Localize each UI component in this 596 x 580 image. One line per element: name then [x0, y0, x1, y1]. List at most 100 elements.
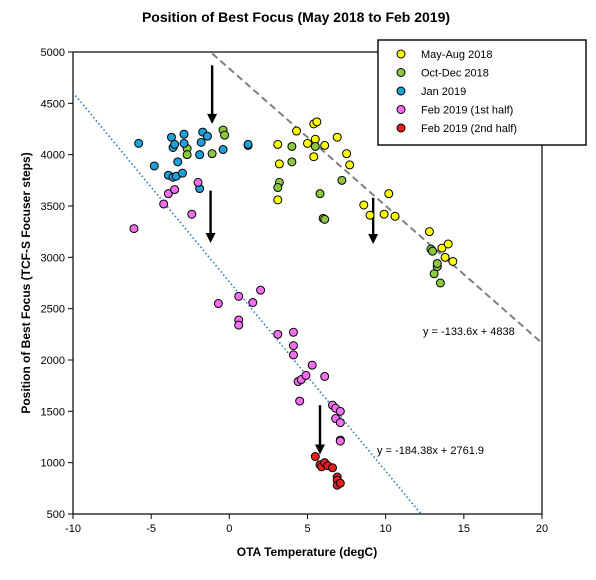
x-tick-label: 10 — [380, 523, 392, 535]
y-tick-label: 4500 — [41, 98, 65, 110]
legend-marker — [396, 49, 406, 59]
data-point — [218, 145, 228, 155]
series-feb-2019-2nd-half — [310, 452, 345, 490]
data-point — [288, 327, 298, 337]
data-point — [428, 246, 438, 256]
data-point — [256, 285, 266, 295]
data-point — [335, 418, 345, 428]
legend-box — [377, 39, 587, 146]
x-tick-label: 20 — [536, 523, 548, 535]
data-point — [315, 189, 325, 199]
arrow-head — [315, 444, 326, 455]
data-point — [273, 183, 283, 193]
data-point — [437, 243, 447, 253]
data-point — [273, 195, 283, 205]
y-tick-label: 4000 — [41, 150, 65, 162]
data-point — [177, 168, 187, 178]
data-point — [248, 298, 258, 308]
data-point — [295, 396, 305, 406]
series-may-aug-2018 — [273, 117, 458, 266]
data-point — [129, 224, 139, 234]
y-tick-label: 2500 — [41, 304, 65, 316]
legend-label: Feb 2019 (1st half) — [421, 105, 513, 117]
data-point — [335, 478, 345, 488]
data-point — [243, 139, 253, 149]
data-point — [440, 252, 450, 262]
series-oct-dec-2018 — [182, 125, 445, 288]
trendline-1 — [211, 52, 542, 344]
series-feb-2019-1st-half — [129, 177, 345, 446]
legend-label: Jan 2019 — [421, 86, 466, 98]
series-jan-2019 — [134, 127, 253, 194]
chart-title: Position of Best Focus (May 2018 to Feb … — [142, 9, 450, 25]
data-point — [274, 159, 284, 169]
legend-marker — [396, 105, 406, 114]
x-tick-label: 0 — [226, 523, 232, 535]
data-point — [207, 149, 217, 159]
data-point — [310, 452, 320, 462]
data-point — [163, 189, 173, 199]
y-tick-label: 5000 — [41, 47, 65, 59]
data-point — [202, 131, 212, 141]
data-point — [179, 129, 189, 139]
data-point — [432, 258, 442, 268]
data-points — [129, 117, 458, 490]
legend-marker — [396, 123, 406, 133]
data-point — [149, 161, 159, 171]
y-tick-label: 2000 — [41, 355, 65, 367]
legend: May-Aug 2018 Oct-Dec 2018 Jan 2019 Feb 2019… — [377, 39, 587, 146]
legend-item-oct-dec-2018: Oct-Dec 2018 — [396, 68, 489, 80]
data-point — [170, 185, 180, 195]
data-point — [359, 200, 369, 210]
trendline-labels: y = -133.6x + 4838 y = -184.38x + 2761.9 — [377, 326, 515, 457]
data-point — [234, 291, 244, 301]
data-point — [335, 436, 345, 446]
data-point — [179, 138, 189, 148]
data-point — [273, 329, 283, 339]
arrow-head — [205, 232, 216, 243]
data-point — [159, 199, 169, 209]
data-point — [320, 140, 330, 150]
data-point — [384, 189, 394, 199]
legend-label: Feb 2019 (2nd half) — [421, 123, 517, 135]
data-point — [448, 256, 458, 266]
data-point — [424, 227, 434, 237]
data-point — [287, 141, 297, 151]
trendline-2 — [73, 91, 423, 514]
x-tick-label: 15 — [458, 523, 470, 535]
legend-label: May-Aug 2018 — [421, 49, 493, 61]
y-tick-label: 3000 — [41, 252, 65, 264]
data-point — [213, 299, 223, 309]
data-point — [173, 157, 183, 167]
legend-label: Oct-Dec 2018 — [421, 68, 489, 80]
x-axis-title: OTA Temperature (degC) — [237, 545, 377, 559]
trendline-equation-2: y = -184.38x + 2761.9 — [377, 445, 484, 457]
legend-item-may-aug-2018: May-Aug 2018 — [396, 49, 493, 61]
y-tick-label: 500 — [47, 509, 65, 521]
trendlines — [73, 52, 542, 514]
data-point — [303, 138, 312, 148]
data-point — [342, 149, 352, 159]
y-tick-label: 1500 — [41, 406, 65, 418]
data-point — [390, 211, 400, 221]
legend-item-jan-2019: Jan 2019 — [396, 86, 466, 98]
data-point — [170, 139, 180, 149]
data-point — [328, 463, 338, 473]
x-tick-label: -5 — [146, 523, 156, 535]
y-tick-label: 1000 — [41, 458, 65, 470]
data-point — [337, 175, 347, 185]
data-point — [312, 117, 322, 127]
trendline-equation-1: y = -133.6x + 4838 — [423, 326, 515, 338]
data-point — [379, 209, 389, 219]
data-point — [335, 406, 345, 416]
arrow-head — [207, 113, 218, 124]
arrows — [205, 65, 379, 455]
data-point — [193, 177, 203, 187]
data-point — [365, 210, 375, 220]
data-point — [310, 141, 320, 151]
data-point — [332, 132, 342, 142]
data-point — [288, 350, 298, 360]
legend-marker — [396, 86, 406, 96]
arrow-head — [368, 233, 379, 244]
